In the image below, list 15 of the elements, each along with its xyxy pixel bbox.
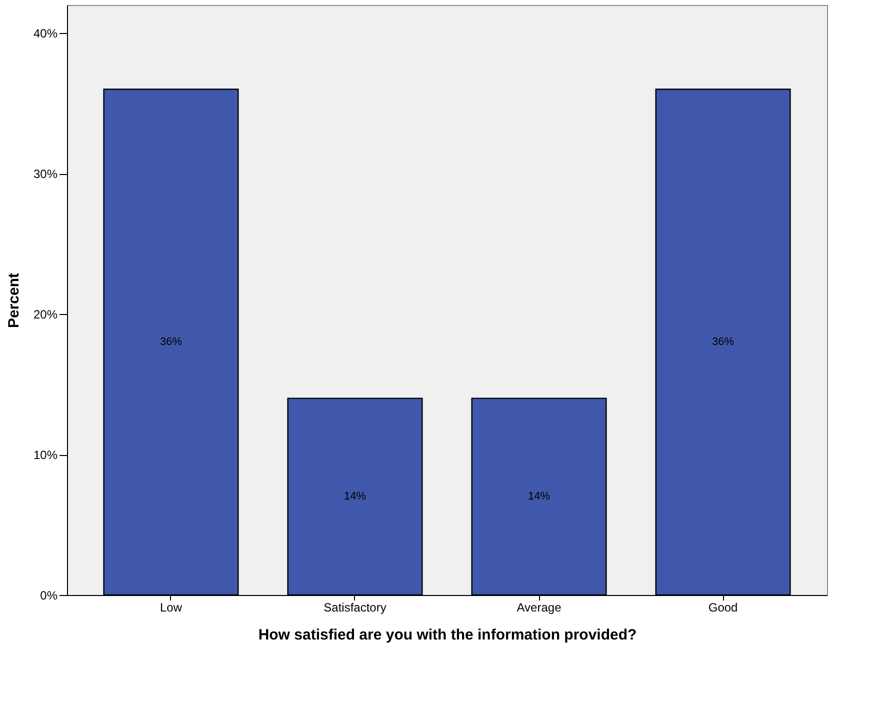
y-axis-title: Percent: [5, 272, 22, 328]
x-tick-label: Low: [160, 600, 182, 614]
y-tick-label: 30%: [33, 167, 58, 182]
x-tick-label: Good: [708, 600, 738, 614]
x-axis-title: How satisfied are you with the information provided?: [258, 626, 637, 644]
x-tick-label: Satisfactory: [324, 600, 386, 614]
data-label: 36%: [712, 336, 734, 348]
data-label: 14%: [528, 490, 550, 503]
y-tick-label: 20%: [33, 308, 58, 322]
y-tick-label: 10%: [33, 448, 58, 462]
y-tick-label: 0%: [40, 588, 58, 602]
x-tick-label: Average: [516, 600, 562, 614]
data-label: 14%: [344, 490, 366, 503]
data-label: 36%: [160, 336, 182, 348]
y-tick-label: 40%: [33, 26, 58, 41]
